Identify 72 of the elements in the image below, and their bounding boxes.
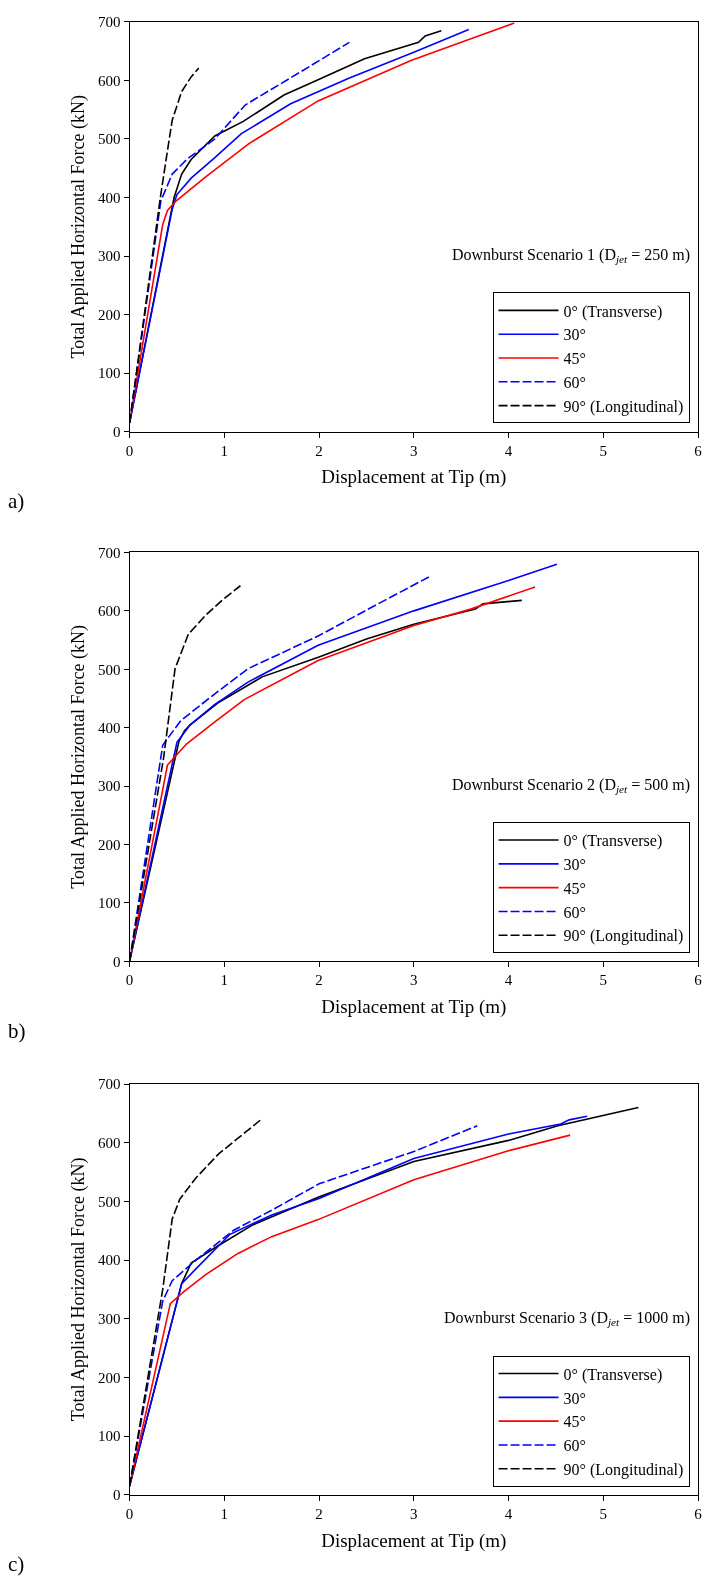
legend-label: 30°	[563, 856, 586, 874]
y-tick-label: 400	[98, 189, 121, 206]
x-tick-label: 5	[599, 442, 608, 459]
x-tick-label: 2	[315, 442, 323, 459]
x-axis-title: Displacement at Tip (m)	[321, 466, 507, 489]
x-tick-label: 0	[125, 1505, 134, 1522]
x-axis-title: Displacement at Tip (m)	[321, 996, 507, 1019]
legend-label: 0° (Transverse)	[563, 832, 663, 851]
x-tick-label: 0	[125, 972, 134, 989]
x-tick-label: 6	[694, 442, 703, 459]
y-tick-label: 100	[98, 1428, 121, 1445]
legend-label: 45°	[563, 350, 586, 368]
y-axis-title: Total Applied Horizontal Force (kN)	[68, 1157, 90, 1422]
x-axis-title: Displacement at Tip (m)	[321, 1529, 507, 1552]
x-tick-label: 3	[410, 1505, 418, 1522]
text: c)	[8, 1552, 25, 1576]
x-tick-label: 1	[220, 1505, 229, 1522]
y-tick-label: 600	[98, 72, 121, 89]
annotation: Downburst Scenario 1 (D$_{jet}$ = 250 m)	[452, 246, 690, 266]
y-tick-label: 0	[113, 953, 121, 970]
text: b)	[8, 1019, 26, 1043]
legend-label: 60°	[563, 903, 586, 921]
y-tick-label: 700	[98, 544, 121, 561]
x-tick-label: 6	[694, 1505, 703, 1522]
x-tick-label: 6	[694, 972, 703, 989]
x-tick-label: 4	[504, 442, 513, 459]
x-tick-label: 2	[315, 1505, 323, 1522]
annotation: Downburst Scenario 3 (D$_{jet}$ = 1000 m)	[444, 1309, 690, 1329]
x-tick-label: 4	[504, 972, 513, 989]
legend-label: 90° (Longitudinal)	[563, 927, 684, 946]
y-tick-label: 400	[98, 1252, 121, 1269]
x-tick-label: 4	[504, 1505, 513, 1522]
legend-label: 0° (Transverse)	[563, 1365, 663, 1384]
x-tick-label: 5	[599, 972, 608, 989]
y-tick-label: 700	[98, 1076, 121, 1093]
legend-label: 60°	[563, 1437, 586, 1455]
y-tick-label: 400	[98, 719, 121, 736]
x-tick-label: 1	[220, 972, 229, 989]
y-tick-label: 300	[98, 1311, 121, 1328]
y-tick-label: 200	[98, 306, 121, 323]
legend-label: 90° (Longitudinal)	[563, 1461, 684, 1479]
legend-label: 30°	[563, 1389, 586, 1407]
y-tick-label: 600	[98, 1134, 121, 1151]
y-tick-label: 300	[98, 778, 121, 795]
y-tick-label: 600	[98, 603, 121, 620]
text: a)	[8, 489, 25, 513]
legend-label: 60°	[563, 374, 586, 392]
y-tick-label: 100	[98, 365, 121, 382]
y-tick-label: 500	[98, 661, 121, 678]
annotation: Downburst Scenario 2 (D$_{jet}$ = 500 m)	[452, 776, 690, 796]
y-tick-label: 0	[113, 423, 121, 440]
legend-label: 90° (Longitudinal)	[563, 397, 684, 416]
y-axis-title: Total Applied Horizontal Force (kN)	[68, 625, 90, 889]
legend-label: 45°	[563, 879, 586, 897]
x-tick-label: 2	[315, 972, 323, 989]
x-tick-label: 3	[410, 972, 418, 989]
y-tick-label: 500	[98, 1193, 121, 1210]
x-tick-label: 5	[599, 1505, 608, 1522]
y-tick-label: 700	[98, 14, 121, 31]
legend-label: 0° (Transverse)	[563, 302, 663, 321]
x-tick-label: 0	[125, 442, 134, 459]
y-tick-label: 100	[98, 895, 121, 912]
x-tick-label: 3	[410, 442, 418, 459]
y-tick-label: 200	[98, 1369, 121, 1386]
y-tick-label: 500	[98, 131, 121, 148]
x-tick-label: 1	[220, 442, 229, 459]
y-tick-label: 200	[98, 836, 121, 853]
y-tick-label: 0	[113, 1487, 121, 1504]
y-tick-label: 300	[98, 248, 121, 265]
legend-label: 30°	[563, 326, 586, 344]
y-axis-title: Total Applied Horizontal Force (kN)	[68, 94, 90, 359]
legend-label: 45°	[563, 1413, 586, 1431]
